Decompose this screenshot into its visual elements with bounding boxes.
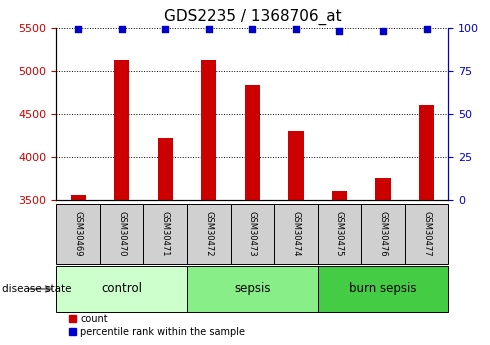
- Bar: [187, 204, 231, 264]
- Bar: [201, 59, 217, 200]
- Bar: [405, 204, 448, 264]
- Point: [336, 28, 343, 34]
- Point: [423, 27, 431, 32]
- Text: GSM30475: GSM30475: [335, 211, 344, 256]
- Point: [118, 27, 125, 32]
- Bar: [375, 178, 391, 200]
- Bar: [332, 190, 347, 200]
- Title: GDS2235 / 1368706_at: GDS2235 / 1368706_at: [164, 9, 341, 25]
- Bar: [245, 85, 260, 200]
- Bar: [56, 204, 100, 264]
- Point: [379, 28, 387, 34]
- Text: burn sepsis: burn sepsis: [349, 283, 417, 295]
- Bar: [71, 195, 86, 200]
- Bar: [158, 138, 173, 200]
- Text: GSM30470: GSM30470: [117, 211, 126, 256]
- Bar: [56, 266, 187, 312]
- Bar: [318, 266, 448, 312]
- Text: GSM30476: GSM30476: [378, 211, 388, 257]
- Bar: [318, 204, 361, 264]
- Text: GSM30469: GSM30469: [74, 211, 83, 256]
- Point: [74, 27, 82, 32]
- Bar: [361, 204, 405, 264]
- Bar: [114, 60, 129, 200]
- Bar: [419, 105, 434, 200]
- Text: GSM30477: GSM30477: [422, 211, 431, 257]
- Bar: [288, 131, 303, 200]
- Bar: [231, 204, 274, 264]
- Bar: [274, 204, 318, 264]
- Text: sepsis: sepsis: [234, 283, 270, 295]
- Point: [205, 27, 213, 32]
- Point: [292, 27, 300, 32]
- Text: GSM30473: GSM30473: [248, 211, 257, 257]
- Point: [161, 27, 169, 32]
- Text: GSM30472: GSM30472: [204, 211, 213, 256]
- Text: GSM30471: GSM30471: [161, 211, 170, 256]
- Point: [248, 27, 256, 32]
- Text: disease state: disease state: [2, 284, 72, 294]
- Bar: [144, 204, 187, 264]
- Legend: count, percentile rank within the sample: count, percentile rank within the sample: [69, 314, 245, 337]
- Bar: [187, 266, 318, 312]
- Text: GSM30474: GSM30474: [292, 211, 300, 256]
- Bar: [100, 204, 144, 264]
- Text: control: control: [101, 283, 142, 295]
